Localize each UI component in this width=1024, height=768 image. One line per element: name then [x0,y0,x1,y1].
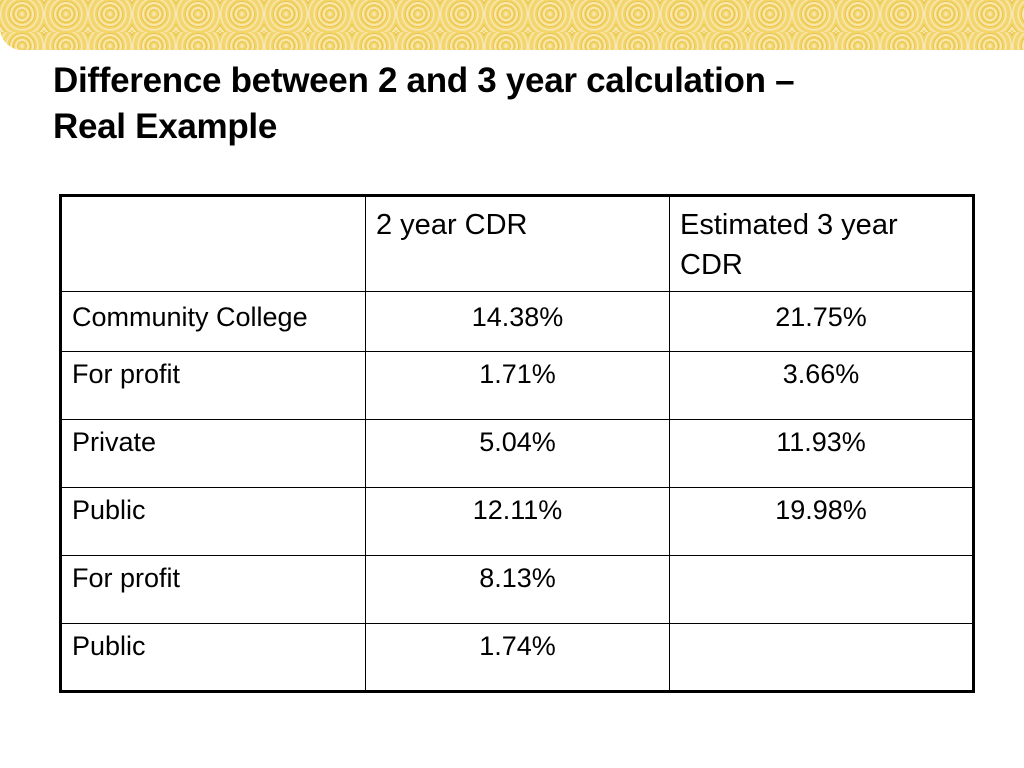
cdr-table-container: 2 year CDR Estimated 3 year CDR Communit… [59,194,975,693]
three-year-cdr-value: 21.75% [669,291,974,352]
table-row: Community College 14.38% 21.75% [60,291,974,352]
row-label: Community College [60,291,366,352]
two-year-cdr-value: 5.04% [365,419,670,488]
row-label: Public [60,623,366,692]
row-label: Private [60,419,366,488]
header-cell-2-year-cdr: 2 year CDR [365,195,670,292]
three-year-cdr-value [669,623,974,692]
row-label: Public [60,487,366,556]
two-year-cdr-value: 1.71% [365,351,670,420]
cdr-comparison-table: 2 year CDR Estimated 3 year CDR Communit… [59,194,975,693]
three-year-cdr-value [669,555,974,624]
slide-title-line-2: Real Example [53,107,278,146]
header-cell-empty [60,195,366,292]
decorative-swirl-banner [0,0,1024,50]
three-year-cdr-value: 19.98% [669,487,974,556]
table-row: Public 1.74% [60,623,974,692]
two-year-cdr-value: 1.74% [365,623,670,692]
row-label: For profit [60,351,366,420]
slide-title-line-1: Difference between 2 and 3 year calculat… [53,61,795,100]
three-year-cdr-value: 11.93% [669,419,974,488]
three-year-cdr-value: 3.66% [669,351,974,420]
table-row: For profit 1.71% 3.66% [60,351,974,420]
header-cell-estimated-3-year-cdr: Estimated 3 year CDR [669,195,974,292]
table-header-row: 2 year CDR Estimated 3 year CDR [60,195,974,292]
two-year-cdr-value: 8.13% [365,555,670,624]
table-row: Public 12.11% 19.98% [60,487,974,556]
two-year-cdr-value: 14.38% [365,291,670,352]
table-row: Private 5.04% 11.93% [60,419,974,488]
row-label: For profit [60,555,366,624]
two-year-cdr-value: 12.11% [365,487,670,556]
table-row: For profit 8.13% [60,555,974,624]
slide-title: Difference between 2 and 3 year calculat… [53,58,973,150]
